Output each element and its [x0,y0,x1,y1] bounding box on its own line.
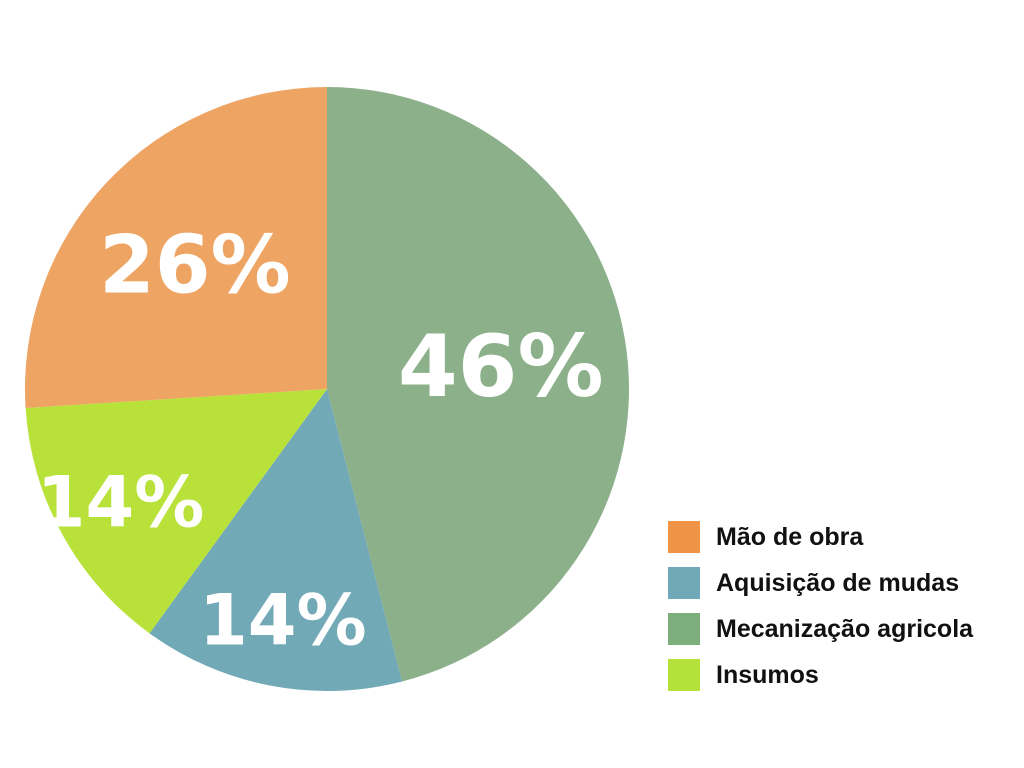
chart-legend: Mão de obra Aquisição de mudas Mecanizaç… [668,514,1018,698]
legend-item-aquisicao-de-mudas: Aquisição de mudas [668,560,1018,606]
legend-item-mecanizacao-agricola: Mecanização agricola [668,606,1018,652]
pie-slice-aquisicao-de-mudas [149,389,403,691]
legend-swatch-mecanizacao-agricola [668,613,700,645]
slice-label-mecanizacao-agricola: 46% [398,317,604,417]
legend-label-mao-de-obra: Mão de obra [716,522,864,551]
legend-swatch-insumos [668,659,700,691]
legend-swatch-mao-de-obra [668,521,700,553]
pie-slice-insumos [25,389,328,634]
pie-slice-mecanizacao-agricola [327,87,629,682]
legend-swatch-aquisicao-de-mudas [668,567,700,599]
legend-label-mecanizacao-agricola: Mecanização agricola [716,614,974,643]
legend-item-insumos: Insumos [668,652,1018,698]
slice-label-insumos: 14% [37,461,205,543]
slice-label-aquisicao-de-mudas: 14% [199,579,367,661]
legend-label-aquisicao-de-mudas: Aquisição de mudas [716,568,960,597]
pie-slice-mao-de-obra [24,87,327,408]
legend-label-insumos: Insumos [716,660,819,689]
slice-label-mao-de-obra: 26% [99,218,290,311]
legend-item-mao-de-obra: Mão de obra [668,514,1018,560]
